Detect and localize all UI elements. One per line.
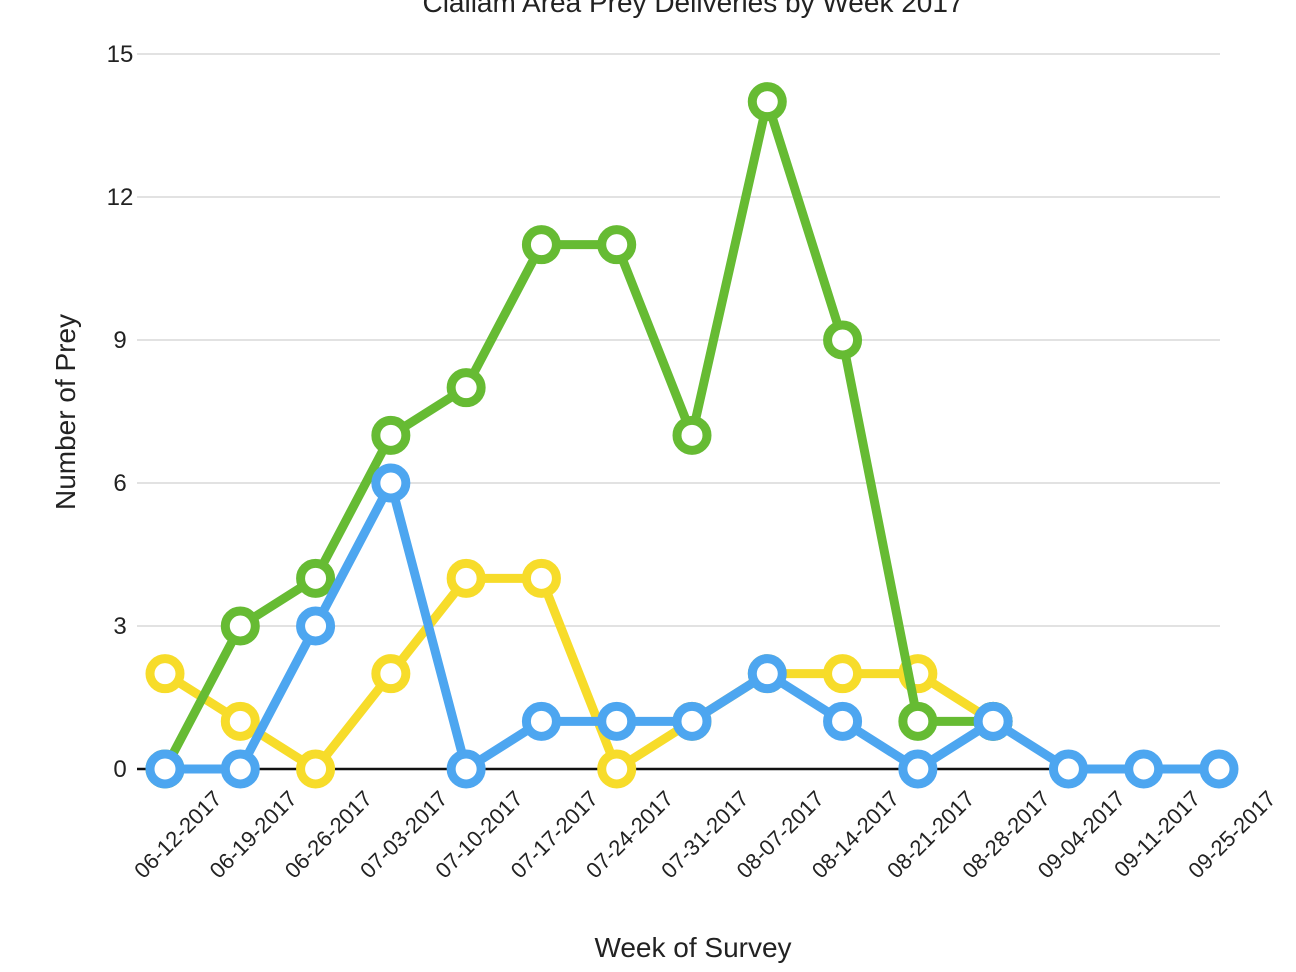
y-axis-label: Number of Prey	[50, 314, 81, 510]
data-point	[823, 701, 863, 741]
data-point	[823, 654, 863, 694]
chart-title: Clallam Area Prey Deliveries by Week 201…	[422, 0, 963, 18]
data-point	[220, 606, 260, 646]
data-point	[446, 749, 486, 789]
data-point	[296, 606, 336, 646]
data-point	[521, 701, 561, 741]
y-tick-label: 9	[113, 327, 126, 354]
series-2	[145, 463, 1239, 789]
y-tick-label: 12	[107, 184, 134, 211]
data-point	[521, 558, 561, 598]
y-tick-label: 15	[107, 41, 134, 68]
data-point	[446, 558, 486, 598]
data-point	[747, 82, 787, 122]
data-point	[973, 701, 1013, 741]
data-point	[521, 225, 561, 265]
data-point	[371, 463, 411, 503]
data-point	[672, 701, 712, 741]
data-point	[597, 701, 637, 741]
data-point	[597, 749, 637, 789]
data-point	[597, 225, 637, 265]
data-point	[747, 654, 787, 694]
data-point	[220, 749, 260, 789]
y-tick-label: 3	[113, 613, 126, 640]
data-point	[1199, 749, 1239, 789]
data-point	[823, 320, 863, 360]
data-point	[296, 749, 336, 789]
data-point	[672, 415, 712, 455]
data-point	[145, 749, 185, 789]
data-point	[145, 654, 185, 694]
data-point	[898, 749, 938, 789]
y-tick-label: 0	[113, 756, 126, 783]
data-point	[446, 368, 486, 408]
data-point	[1124, 749, 1164, 789]
data-point	[371, 654, 411, 694]
data-point	[898, 701, 938, 741]
data-point	[371, 415, 411, 455]
data-point	[1048, 749, 1088, 789]
data-point	[296, 558, 336, 598]
y-tick-label: 6	[113, 470, 126, 497]
x-axis-label: Week of Survey	[594, 932, 791, 963]
data-point	[220, 701, 260, 741]
